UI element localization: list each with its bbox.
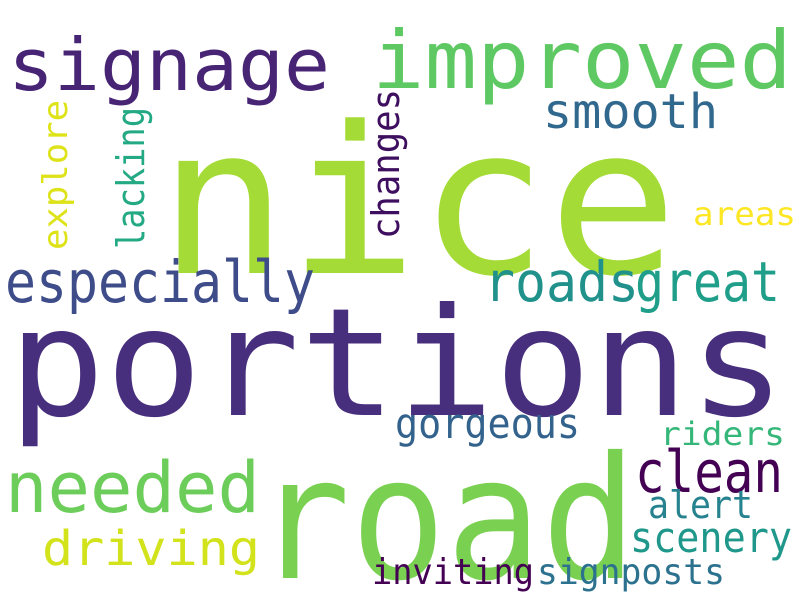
cloud-word-areas: areas xyxy=(693,195,796,233)
cloud-word-gorgeous: gorgeous xyxy=(395,399,580,448)
cloud-word-portions: portions xyxy=(8,277,786,451)
cloud-word-lacking: lacking xyxy=(109,107,153,249)
cloud-word-riders: riders xyxy=(660,415,785,453)
cloud-word-inviting: inviting xyxy=(372,552,534,593)
cloud-word-especially: especially xyxy=(5,248,315,316)
cloud-word-improved: improved xyxy=(372,14,792,107)
cloud-word-explore: explore xyxy=(36,100,76,250)
cloud-word-road: road xyxy=(255,421,637,600)
cloud-word-smooth: smooth xyxy=(543,84,718,140)
cloud-word-signage: signage xyxy=(8,23,330,107)
cloud-word-nice: nice xyxy=(158,84,678,322)
cloud-word-signposts: signposts xyxy=(537,552,725,593)
cloud-word-scenery: scenery xyxy=(630,513,792,562)
cloud-word-needed: needed xyxy=(5,447,260,529)
cloud-word-great: great xyxy=(635,250,780,314)
cloud-word-alert: alert xyxy=(648,483,753,527)
cloud-word-clean: clean xyxy=(635,438,783,506)
cloud-word-changes: changes xyxy=(364,89,408,239)
cloud-word-driving: driving xyxy=(42,521,260,577)
cloud-word-roads: roads xyxy=(484,250,639,314)
